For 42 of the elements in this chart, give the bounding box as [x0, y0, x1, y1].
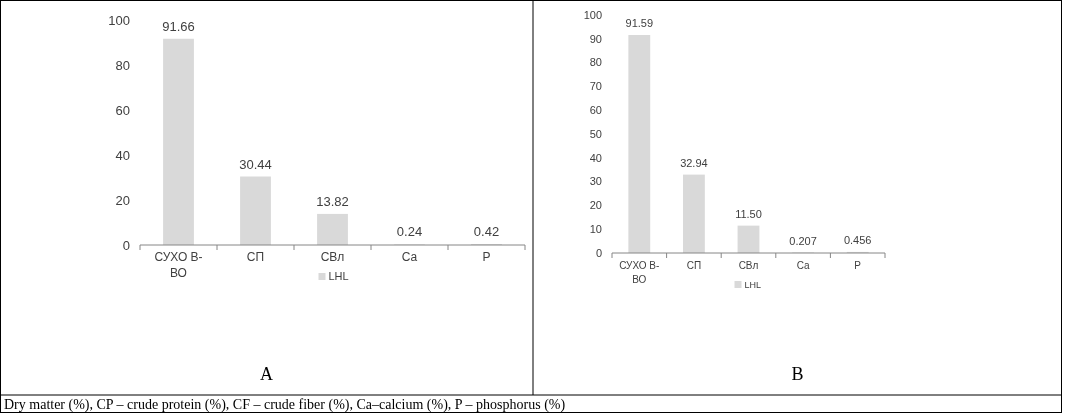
y-tick-label: 10	[589, 223, 602, 236]
x-tick-label: СУХО В- ВО	[154, 250, 203, 280]
y-tick-label: 50	[589, 127, 602, 140]
x-tick-label: СП	[686, 260, 702, 271]
y-tick-label: 0	[122, 237, 130, 253]
y-tick-label: 20	[115, 192, 130, 208]
legend-label: LHL	[744, 280, 762, 290]
legend-label: LHL	[328, 270, 349, 282]
x-tick-label: СП	[246, 250, 265, 264]
data-label: 0.42	[473, 224, 500, 240]
data-label: 13.82	[316, 193, 349, 209]
y-tick-label: 30	[589, 175, 602, 188]
y-tick-label: 70	[589, 80, 602, 93]
data-label: 11.50	[735, 207, 762, 220]
x-tick-label: P	[854, 260, 862, 271]
data-label: 0.207	[789, 234, 817, 247]
data-label: 0.24	[396, 224, 423, 240]
y-tick-label: 40	[115, 147, 130, 163]
text: Dry matter (%), CP – crude protein (%), CF – crude fiber (%), Ca–calcium (%), P – phosphorus (%)	[4, 397, 566, 413]
data-label: 0.456	[843, 233, 872, 246]
x-tick-label: Ca	[401, 250, 418, 264]
x-tick-label: СВл	[738, 260, 759, 271]
x-tick-label: СВл	[320, 250, 345, 264]
x-tick-label: P	[482, 250, 491, 264]
y-tick-label: 60	[589, 104, 602, 117]
x-tick-label: Ca	[796, 260, 810, 271]
y-tick-label: 100	[108, 12, 130, 28]
text: B	[791, 364, 804, 384]
data-label: 32.94	[680, 156, 708, 169]
y-tick-label: 90	[589, 32, 602, 45]
text: A	[260, 364, 273, 384]
y-tick-label: 80	[115, 57, 130, 73]
data-label: 30.44	[239, 156, 272, 172]
y-tick-label: 60	[115, 102, 130, 118]
x-tick-label: СУХО В- ВО	[619, 260, 660, 285]
y-tick-label: 0	[595, 246, 602, 259]
y-tick-label: 80	[589, 56, 602, 69]
y-tick-label: 100	[583, 8, 602, 21]
data-label: 91.59	[625, 17, 654, 30]
data-label: 91.66	[162, 18, 195, 34]
y-tick-label: 20	[589, 199, 602, 212]
y-tick-label: 40	[589, 151, 602, 164]
